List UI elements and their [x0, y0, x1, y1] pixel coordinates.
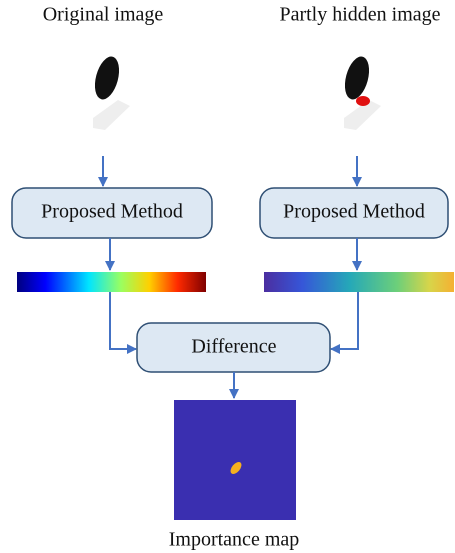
colorbar	[17, 272, 206, 292]
importance-map	[174, 400, 296, 520]
caption: Importance map	[169, 529, 300, 551]
method-label: Proposed Method	[41, 201, 183, 223]
caption: Original image	[43, 4, 164, 26]
colorbar	[264, 272, 454, 292]
original-image	[47, 36, 160, 156]
difference-label: Difference	[191, 336, 276, 358]
arrow	[331, 292, 358, 349]
arrow	[110, 292, 136, 349]
hidden-image	[299, 36, 412, 156]
method-label: Proposed Method	[283, 201, 425, 223]
caption: Partly hidden image	[279, 4, 440, 26]
diagram: Original image Partly hidden image Propo…	[0, 0, 455, 553]
